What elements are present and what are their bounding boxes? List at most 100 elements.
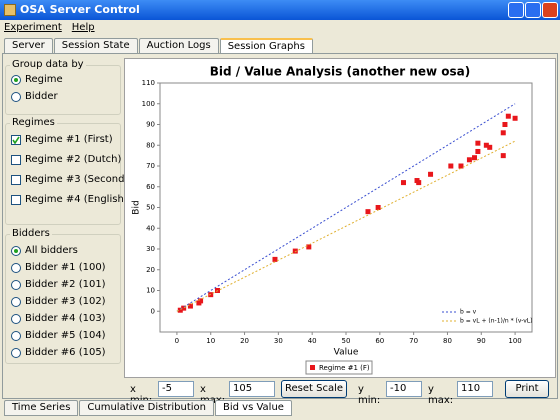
x-tick-label: 10 [206,337,215,345]
radio-label: Regime [25,74,63,85]
scatter-point [400,180,406,186]
y-tick-label: 0 [151,307,155,315]
radio-option[interactable]: Bidder #5 (104) [11,330,106,341]
y-tick-label: 50 [146,204,155,212]
radio-label: Bidder #6 (105) [25,347,106,358]
radio-label: Bidder #5 (104) [25,330,106,341]
checkbox-option[interactable]: Regime #2 (Dutch) [11,154,121,165]
app-icon [4,4,16,16]
checkbox[interactable] [11,134,21,145]
legend-label: Regime #1 (F) [319,364,370,372]
text-field[interactable]: -10 [386,381,422,397]
radio-option[interactable]: Bidder #3 (102) [11,296,106,307]
radio-label: Bidder #2 (101) [25,279,106,290]
group-title: Group data by [10,59,86,70]
scatter-point [500,130,506,136]
radio-option[interactable]: Bidder #4 (103) [11,313,106,324]
radio-indicator[interactable] [11,279,21,290]
radio-indicator[interactable] [11,262,21,273]
y-tick-label: 90 [146,121,155,129]
x-tick-label: 0 [175,337,179,345]
scatter-point [475,148,481,154]
menu-item[interactable]: Help [71,22,95,33]
scatter-point [292,248,298,254]
radio-option[interactable]: Bidder #6 (105) [11,347,106,358]
scatter-point [475,140,481,146]
tab[interactable]: Time Series [4,400,79,416]
checkbox[interactable] [11,154,21,165]
tab[interactable]: Session Graphs [219,38,313,54]
radio-indicator[interactable] [11,245,21,256]
maximize-button[interactable] [525,2,541,18]
x-tick-label: 70 [409,337,418,345]
legend-box [305,360,373,375]
scatter-point [458,163,464,169]
legend-swatch [310,365,315,370]
x-tick-label: 60 [375,337,384,345]
y-tick-label: 40 [146,224,155,232]
tab[interactable]: Server [4,38,53,54]
chart-title: Bid / Value Analysis (another new osa) [210,65,471,79]
window-title: OSA Server Control [20,3,140,16]
radio-option[interactable]: Bidder [11,91,58,102]
checkbox-option[interactable]: Regime #1 (First) [11,134,113,145]
scatter-point [272,256,278,262]
scatter-point [177,307,183,313]
radio-label: Bidder [25,91,58,102]
radio-indicator[interactable] [11,313,21,324]
tab[interactable]: Auction Logs [138,38,219,54]
x-tick-label: 100 [508,337,521,345]
checkbox[interactable] [11,174,21,185]
scatter-point [365,209,371,215]
checkbox-label: Regime #1 (First) [25,134,113,145]
group-title: Regimes [10,117,57,128]
menu-item[interactable]: Experiment [4,22,62,33]
radio-label: Bidder #4 (103) [25,313,106,324]
radio-indicator[interactable] [11,330,21,341]
scatter-point [500,153,506,159]
radio-option[interactable]: All bidders [11,245,78,256]
checkbox-label: Regime #3 (Second) [25,174,129,185]
radio-indicator[interactable] [11,91,21,102]
legend-label: b = vL + (n-1)/n * (v-vL) [460,318,532,325]
field-label: y max: [428,384,454,406]
tab[interactable]: Session State [53,38,138,54]
x-tick-label: 20 [240,337,249,345]
radio-option[interactable]: Regime [11,74,63,85]
menu-bar: Experiment Help [4,22,95,33]
y-tick-label: 60 [146,183,155,191]
button[interactable]: Reset Scale [281,380,347,398]
x-axis-label: Value [334,348,359,358]
checkbox-option[interactable]: Regime #3 (Second) [11,174,128,185]
scatter-point [448,163,454,169]
y-tick-label: 20 [146,266,155,274]
checkbox[interactable] [11,194,21,205]
scatter-point [483,142,489,148]
radio-option[interactable]: Bidder #1 (100) [11,262,106,273]
text-field[interactable]: 110 [457,381,493,397]
tab[interactable]: Cumulative Distribution [79,400,214,416]
radio-label: All bidders [25,245,78,256]
radio-option[interactable]: Bidder #2 (101) [11,279,106,290]
scatter-point [505,113,511,119]
radio-indicator[interactable] [11,296,21,307]
minimize-button[interactable] [508,2,524,18]
group-box: Bidders All bidders Bidder #1 (100) Bidder … [5,228,121,364]
close-button[interactable] [542,2,558,18]
legend-label: b = v [460,309,477,316]
field-label: y min: [358,384,381,406]
title-bar: OSA Server Control [0,0,560,20]
text-field[interactable]: 105 [229,381,275,397]
text-field[interactable]: -5 [158,381,194,397]
button[interactable]: Print [505,380,549,398]
y-axis-label: Bid [132,200,142,214]
x-tick-label: 30 [274,337,283,345]
x-tick-label: 90 [477,337,486,345]
radio-indicator[interactable] [11,347,21,358]
radio-indicator[interactable] [11,74,21,85]
scatter-point [375,205,381,210]
y-tick-label: 30 [146,245,155,253]
checkbox-option[interactable]: Regime #4 (English) [11,194,128,205]
tab[interactable]: Bid vs Value [215,400,292,416]
y-tick-label: 10 [146,287,155,295]
